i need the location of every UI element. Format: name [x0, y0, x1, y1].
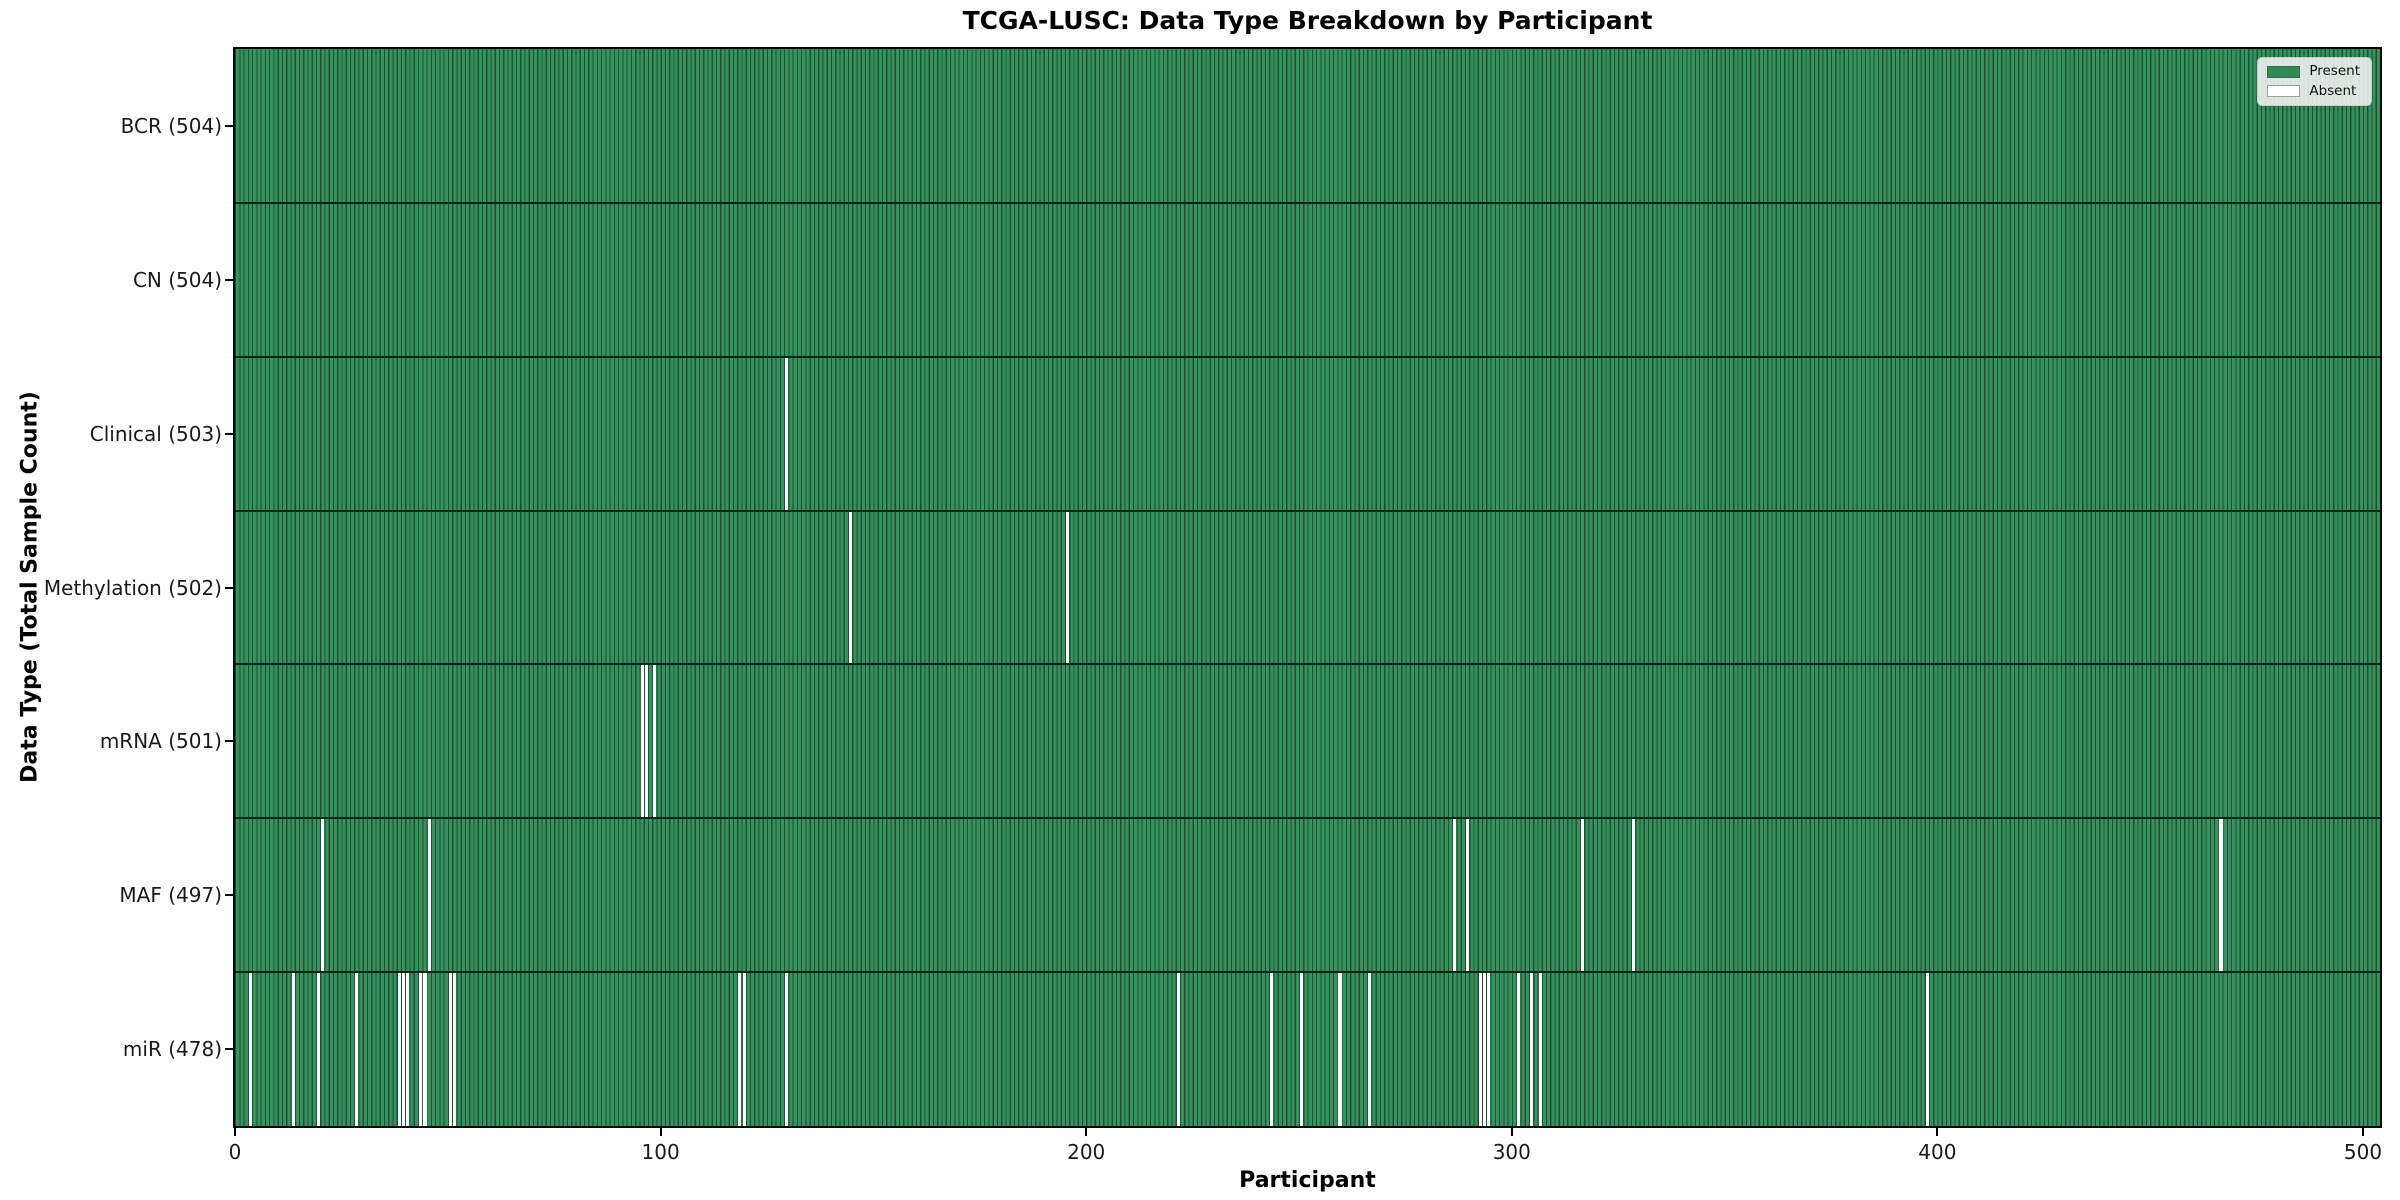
absent-stripe	[1530, 972, 1534, 1126]
absent-stripe	[402, 972, 406, 1126]
x-axis-title: Participant	[1239, 1168, 1376, 1193]
legend-item-present: Present	[2267, 63, 2360, 79]
absent-stripe	[317, 972, 321, 1126]
y-tick-label: CN (504)	[132, 267, 222, 292]
absent-stripe	[448, 972, 453, 1126]
row-separator	[235, 817, 2380, 820]
y-tick-label: Clinical (503)	[89, 421, 222, 446]
absent-stripe	[640, 664, 644, 819]
y-tick-label: mRNA (501)	[99, 729, 222, 754]
absent-stripe	[653, 664, 657, 819]
absent-stripe	[1176, 972, 1180, 1126]
y-tick-icon	[225, 740, 233, 743]
absent-stripe	[644, 664, 648, 819]
y-tick-icon	[225, 124, 233, 127]
legend-swatch-absent-icon	[2267, 85, 2301, 98]
x-tick-label: 200	[1067, 1140, 1106, 1164]
absent-stripe	[785, 356, 789, 511]
absent-stripe	[1483, 972, 1487, 1126]
y-tick-icon	[225, 1048, 233, 1051]
x-tick-label: 300	[1492, 1140, 1531, 1164]
absent-stripe	[1453, 818, 1457, 973]
y-tick-icon	[225, 432, 233, 435]
absent-stripe	[406, 972, 410, 1126]
absent-stripe	[1487, 972, 1491, 1126]
x-tick-icon	[1510, 1128, 1513, 1136]
y-tick-label: BCR (504)	[120, 113, 222, 138]
absent-stripe	[849, 510, 853, 665]
absent-stripe	[1538, 972, 1542, 1126]
legend-label-absent: Absent	[2309, 82, 2357, 99]
legend: Present Absent	[2257, 57, 2372, 106]
absent-stripe	[427, 818, 431, 973]
x-tick-label: 100	[641, 1140, 680, 1164]
absent-stripe	[1581, 818, 1585, 973]
absent-stripe	[1368, 972, 1372, 1126]
absent-stripe	[1338, 972, 1342, 1126]
legend-item-absent: Absent	[2267, 82, 2360, 99]
absent-stripe	[397, 972, 401, 1126]
row-separator	[235, 201, 2380, 204]
y-tick-icon	[225, 586, 233, 589]
legend-label-present: Present	[2309, 63, 2360, 79]
row-separator	[235, 971, 2380, 974]
absent-stripe	[1478, 972, 1482, 1126]
absent-stripe	[1300, 972, 1304, 1126]
absent-stripe	[1066, 510, 1070, 665]
chart-title: TCGA-LUSC: Data Type Breakdown by Partic…	[962, 6, 1653, 35]
row-separator	[235, 509, 2380, 512]
absent-stripe	[355, 972, 359, 1126]
absent-stripe	[1925, 972, 1929, 1126]
absent-stripe	[1466, 818, 1470, 973]
x-tick-icon	[1936, 1128, 1939, 1136]
x-tick-icon	[234, 1128, 236, 1136]
x-tick-label: 400	[1918, 1140, 1957, 1164]
plot-area: Present Absent	[233, 47, 2382, 1128]
absent-stripe	[423, 972, 427, 1126]
absent-stripe	[738, 972, 742, 1126]
x-tick-icon	[1085, 1128, 1088, 1136]
x-tick-icon	[2361, 1128, 2364, 1136]
absent-stripe	[742, 972, 746, 1126]
y-axis-title: Data Type (Total Sample Count)	[17, 391, 43, 783]
x-tick-label: 0	[228, 1140, 242, 1164]
absent-stripe	[291, 972, 295, 1126]
absent-stripe	[453, 972, 457, 1126]
absent-stripe	[1270, 972, 1274, 1126]
x-tick-icon	[659, 1128, 662, 1136]
absent-stripe	[1632, 818, 1636, 973]
y-tick-icon	[225, 894, 233, 897]
absent-stripe	[321, 818, 325, 973]
x-tick-label: 500	[2343, 1140, 2383, 1164]
absent-stripe	[419, 972, 423, 1126]
row-separator	[235, 663, 2380, 666]
y-tick-label: MAF (497)	[119, 883, 222, 908]
absent-stripe	[248, 972, 252, 1126]
y-tick-icon	[225, 278, 233, 281]
absent-stripe	[2219, 818, 2223, 973]
absent-stripe	[785, 972, 789, 1126]
y-tick-label: miR (478)	[122, 1037, 222, 1062]
absent-stripe	[1517, 972, 1521, 1126]
y-tick-label: Methylation (502)	[43, 575, 222, 600]
legend-swatch-present-icon	[2267, 65, 2301, 78]
row-separator	[235, 355, 2380, 358]
